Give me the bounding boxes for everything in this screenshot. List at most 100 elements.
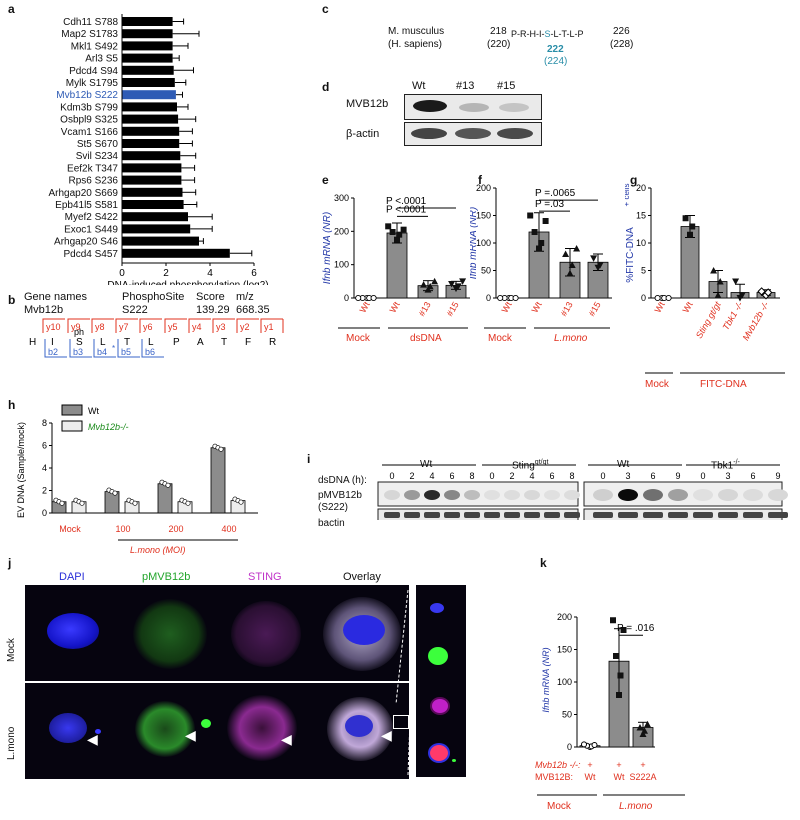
actin-band — [768, 512, 788, 518]
band — [593, 489, 613, 501]
nucleus-blob — [47, 613, 99, 649]
cytoplasm-green — [133, 599, 207, 669]
bar — [122, 29, 173, 39]
category-label: Myef2 S422 — [65, 212, 119, 223]
col-sting: STING — [248, 571, 282, 583]
x-tick-label: Wt — [530, 300, 544, 315]
x-tick-label: Wt — [388, 300, 402, 315]
value-gene: Mvb12b — [24, 304, 64, 316]
y-ion-bracket — [260, 318, 283, 333]
y-ion-bracket — [236, 318, 259, 333]
lane-wt: Wt — [412, 80, 426, 92]
panel-label-b: b — [8, 293, 16, 307]
panel-label-g: g — [630, 173, 638, 187]
group-label: Mock — [547, 801, 572, 812]
panel-label-j: j — [8, 556, 12, 570]
time-label: 0 — [489, 471, 494, 481]
x-tick-label: Sting gt/gt — [694, 300, 723, 341]
y-ion-bracket — [91, 318, 114, 333]
row2-label: MVB12B: — [535, 772, 573, 782]
data-point — [716, 278, 724, 285]
bar — [122, 17, 173, 26]
x-tick-label: Wt — [500, 300, 514, 315]
row2-value: Wt — [614, 772, 625, 782]
data-point — [238, 499, 244, 505]
y-ion-label: y5 — [168, 322, 178, 332]
category-label: Pdcd4 S94 — [69, 66, 118, 77]
value-score: 139.29 — [196, 304, 230, 316]
bar — [122, 90, 176, 100]
x-tick-label: 4 — [207, 268, 213, 279]
y-tick-label: 0 — [641, 293, 646, 303]
y-tick-label: 100 — [334, 260, 349, 270]
x-tick-label: Wt — [358, 300, 372, 315]
data-point — [165, 482, 171, 488]
b-ion-label: b4 — [97, 347, 107, 357]
data-point — [757, 287, 766, 296]
row-pmvb12b: pMVB12b — [318, 490, 362, 501]
residue: I — [51, 337, 54, 348]
category-label: Kdm3b S799 — [60, 102, 118, 113]
data-point — [542, 218, 549, 224]
actin-band — [384, 512, 400, 518]
band-15 — [499, 103, 529, 112]
time-label: 4 — [529, 471, 534, 481]
blot-mvb12b — [404, 94, 542, 120]
value-mz: 668.35 — [236, 304, 270, 316]
bar — [122, 78, 175, 87]
b-ion-label: b5 — [121, 347, 131, 357]
data-point — [355, 294, 362, 302]
category-label: Rps6 S236 — [69, 176, 119, 187]
inset-pmvb12b — [416, 633, 466, 681]
band — [544, 490, 560, 500]
block-sting: Stinggt/gt — [512, 459, 548, 471]
b-ion-label: b2 — [48, 347, 58, 357]
image-sting-mock — [217, 585, 313, 681]
bar — [122, 41, 173, 51]
y-tick-label: 0 — [567, 742, 572, 752]
y-axis-label: Ifnb mRNA (NR) — [322, 212, 333, 284]
y-ion-label: y8 — [95, 322, 105, 332]
lane-13: #13 — [456, 80, 475, 92]
time-label: 6 — [750, 471, 755, 481]
col-pmvb12b: pMVB12b — [142, 571, 191, 583]
data-point — [591, 742, 598, 749]
header-score: Score — [196, 291, 225, 303]
time-label: 9 — [675, 471, 680, 481]
data-point — [732, 278, 740, 285]
actin-band — [544, 512, 560, 518]
x-tick-label: #13 — [559, 300, 575, 318]
row-mock-label: Mock — [6, 638, 17, 662]
x-tick-label: 200 — [168, 524, 183, 534]
y-ion-label: y3 — [216, 322, 226, 332]
bar — [122, 248, 230, 258]
band — [693, 489, 713, 501]
p-value: P <.0001 — [386, 204, 427, 215]
seq-start: 218 — [490, 26, 507, 37]
seq-site: S — [544, 29, 551, 39]
band — [643, 489, 663, 501]
y-ion-label: y1 — [264, 322, 274, 332]
actin-band — [524, 512, 540, 518]
panel-label-c: c — [322, 2, 329, 16]
category-label: Arl3 S5 — [85, 54, 118, 65]
y-tick-label: 2 — [42, 486, 47, 496]
time-label: 9 — [775, 471, 780, 481]
data-point — [581, 741, 587, 748]
x-axis-label: DNA-induced phosphorylation (log2) — [107, 280, 268, 285]
band — [618, 489, 638, 501]
bar — [122, 151, 181, 161]
category-label: Epb41l5 S581 — [55, 200, 118, 211]
arrowhead-icon: ◀ — [281, 731, 292, 747]
group-label: L.mono — [619, 801, 653, 812]
actin-band — [404, 512, 420, 518]
band-actin-2 — [455, 128, 491, 139]
actin-band — [424, 512, 440, 518]
actin-band — [593, 512, 613, 518]
p-value: P <.0001 — [386, 196, 427, 207]
b-ion-bracket — [69, 339, 92, 358]
time-label: 6 — [650, 471, 655, 481]
group-label: L.mono (MOI) — [130, 545, 186, 555]
group-label: Mock — [488, 333, 513, 344]
residue: P — [173, 337, 180, 348]
